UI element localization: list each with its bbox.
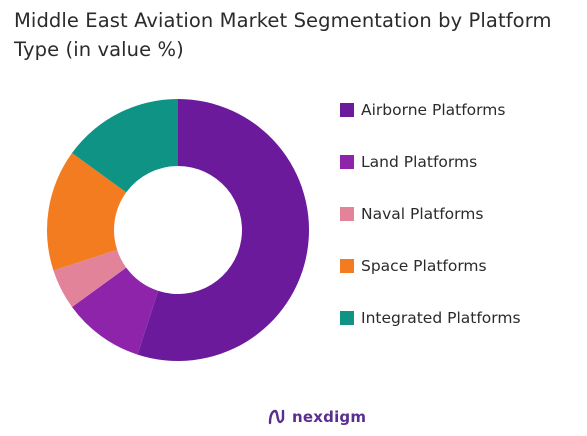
nexdigm-logo-icon bbox=[268, 409, 285, 425]
legend-item: Land Platforms bbox=[340, 152, 570, 172]
legend-label: Naval Platforms bbox=[361, 205, 484, 223]
chart-title: Middle East Aviation Market Segmentation… bbox=[14, 9, 552, 61]
slice-land-platforms bbox=[72, 267, 159, 355]
slice-space-platforms bbox=[47, 153, 127, 271]
legend-label: Airborne Platforms bbox=[361, 101, 506, 119]
brand-logo: nexdigm bbox=[266, 406, 366, 428]
legend-item: Naval Platforms bbox=[340, 204, 570, 224]
legend-item: Space Platforms bbox=[340, 256, 570, 276]
legend-item: Airborne Platforms bbox=[340, 100, 570, 120]
donut-slices bbox=[47, 99, 309, 361]
legend-swatch bbox=[340, 259, 354, 273]
legend-label: Space Platforms bbox=[361, 257, 487, 275]
legend-swatch bbox=[340, 311, 354, 325]
slice-naval-platforms bbox=[53, 249, 127, 307]
legend-swatch bbox=[340, 207, 354, 221]
brand-name: nexdigm bbox=[292, 408, 367, 426]
slice-airborne-platforms bbox=[137, 99, 309, 361]
legend-item: Integrated Platforms bbox=[340, 308, 570, 328]
legend-swatch bbox=[340, 103, 354, 117]
slice-integrated-platforms bbox=[72, 99, 178, 193]
legend-label: Integrated Platforms bbox=[361, 309, 521, 327]
legend-swatch bbox=[340, 155, 354, 169]
legend-label: Land Platforms bbox=[361, 153, 478, 171]
